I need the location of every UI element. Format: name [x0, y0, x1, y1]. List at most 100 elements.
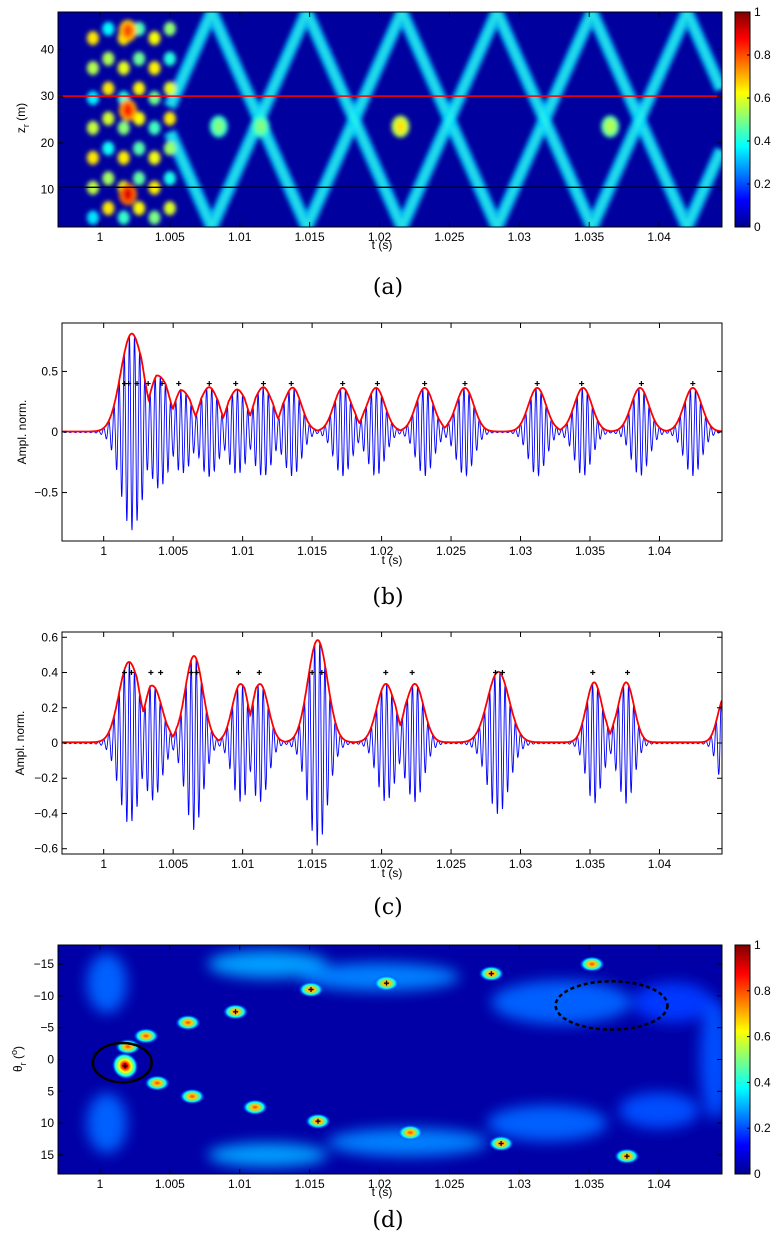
solid-annotation-ellipse	[91, 1041, 153, 1084]
spot-marker	[122, 1063, 128, 1069]
plot-area	[62, 323, 722, 541]
haze	[700, 999, 722, 1120]
source-spot	[175, 1014, 202, 1031]
reference-lines	[58, 95, 722, 188]
interference-blob	[133, 51, 146, 66]
x-tick-label: 1.005	[158, 544, 188, 558]
interference-blob	[148, 120, 161, 135]
x-tick-label: 1.01	[228, 230, 252, 244]
x-tick-label: 1.04	[648, 544, 672, 558]
y-tick-label: 5	[47, 1084, 54, 1098]
y-tick-label: −0.4	[34, 806, 58, 820]
peak-marker	[288, 381, 294, 387]
colorbar-tick-label: 0.8	[754, 984, 771, 998]
spot-marker	[308, 987, 314, 993]
y-tick-label: −0.5	[34, 486, 58, 500]
x-tick-label: 1.02	[370, 544, 394, 558]
x-tick-label: 1.005	[155, 230, 185, 244]
source-spot	[133, 1027, 160, 1044]
y-tick-label: −0.6	[34, 842, 58, 856]
x-tick-label: 1.005	[158, 857, 188, 871]
peak-marker	[499, 670, 505, 676]
spot-marker	[315, 1118, 321, 1124]
interference-blob	[133, 111, 146, 126]
y-axis-ticks: 0.6 0.4 0.2 0 −0.2 −0.4 −0.6	[34, 630, 722, 856]
hotspot	[395, 119, 406, 134]
peak-marker	[256, 670, 262, 676]
interference-blob	[148, 210, 161, 225]
x-tick-label: 1.02	[370, 857, 394, 871]
interference-blob	[102, 201, 115, 216]
interference-blob	[86, 31, 99, 46]
peak-marker	[493, 670, 499, 676]
source-spot	[578, 956, 605, 973]
x-tick-label: 1.01	[228, 1177, 252, 1191]
haze	[327, 1128, 488, 1157]
interference-blob	[102, 141, 115, 156]
peak-marker	[534, 381, 540, 387]
peak-marker	[206, 381, 212, 387]
interference-blob	[148, 61, 161, 76]
interference-blob	[163, 21, 176, 36]
peak-marker	[383, 670, 389, 676]
colorbar-tick-label: 0.8	[754, 48, 771, 62]
peak-marker	[625, 670, 631, 676]
haze	[491, 980, 632, 1025]
x-axis-label: t (s)	[382, 553, 403, 567]
y-tick-label: 0.6	[41, 630, 58, 644]
colorbar-ticks: 0 0.2 0.4 0.6 0.8 1	[747, 938, 771, 1181]
peak-marker	[188, 670, 194, 676]
hotspot	[122, 23, 133, 38]
x-axis-ticks: 1 1.005 1.01 1.015 1.02 1.025 1.03 1.035 1.04	[100, 632, 671, 871]
x-tick-label: 1.015	[295, 1177, 325, 1191]
interference-blob	[133, 81, 146, 96]
peak-marker	[128, 670, 134, 676]
peak-marker	[194, 670, 200, 676]
x-tick-label: 1.035	[575, 544, 605, 558]
source-spot	[179, 1088, 206, 1105]
source-spot	[397, 1124, 424, 1141]
hotspot	[605, 119, 616, 134]
peak-marker	[462, 381, 468, 387]
hotspot	[213, 119, 224, 134]
beam-core-1	[167, 12, 722, 227]
x-axis-ticks: 1 1.005 1.01 1.015 1.02 1.025 1.03 1.035 1.04	[97, 12, 671, 244]
y-axis-label: θr (o)	[9, 1046, 28, 1072]
peak-marker	[148, 670, 154, 676]
y-axis-ticks: −15 −10 −5 0 5 10 15	[34, 957, 722, 1162]
colorbar	[734, 11, 751, 228]
peak-marker	[235, 670, 241, 676]
peak-marker	[638, 381, 644, 387]
panel-a-heatmap: 1 1.005 1.01 1.015 1.02 1.025 1.03 1.035 1.04 10…	[14, 5, 771, 252]
peak-marker	[233, 381, 239, 387]
interference-blob	[102, 111, 115, 126]
heatmap-field	[86, 950, 722, 1167]
x-tick-label: 1.005	[155, 1177, 185, 1191]
peak-marker	[409, 670, 415, 676]
interference-blob	[102, 51, 115, 66]
colorbar-tick-label: 1	[754, 5, 761, 19]
colorbar-ticks: 0 0.2 0.4 0.6 0.8 1	[747, 5, 771, 234]
y-axis-ticks: 10 20 30 40	[41, 42, 722, 197]
peak-marker	[590, 670, 596, 676]
colorbar-tick-label: 0.4	[754, 1075, 771, 1089]
interference-blob	[148, 91, 161, 105]
y-tick-label: 0.4	[41, 666, 58, 680]
source-spot	[242, 1099, 269, 1116]
x-tick-label: 1	[97, 1177, 104, 1191]
colorbar-tick-label: 1	[754, 938, 761, 952]
x-tick-label: 1.01	[231, 544, 255, 558]
y-tick-label: 0	[47, 1053, 54, 1067]
colorbar-tick-label: 0.2	[754, 1121, 771, 1135]
peak-marker	[340, 381, 346, 387]
envelope-line	[62, 332, 722, 433]
haze	[86, 953, 127, 1014]
spot-markers	[122, 971, 630, 1159]
y-tick-label: 30	[41, 89, 55, 103]
peak-marker	[374, 381, 380, 387]
interference-blob	[117, 150, 130, 165]
spot-marker	[624, 1153, 630, 1159]
x-tick-label: 1.04	[647, 230, 671, 244]
interference-blob	[117, 61, 130, 76]
y-tick-label: 40	[41, 42, 55, 56]
